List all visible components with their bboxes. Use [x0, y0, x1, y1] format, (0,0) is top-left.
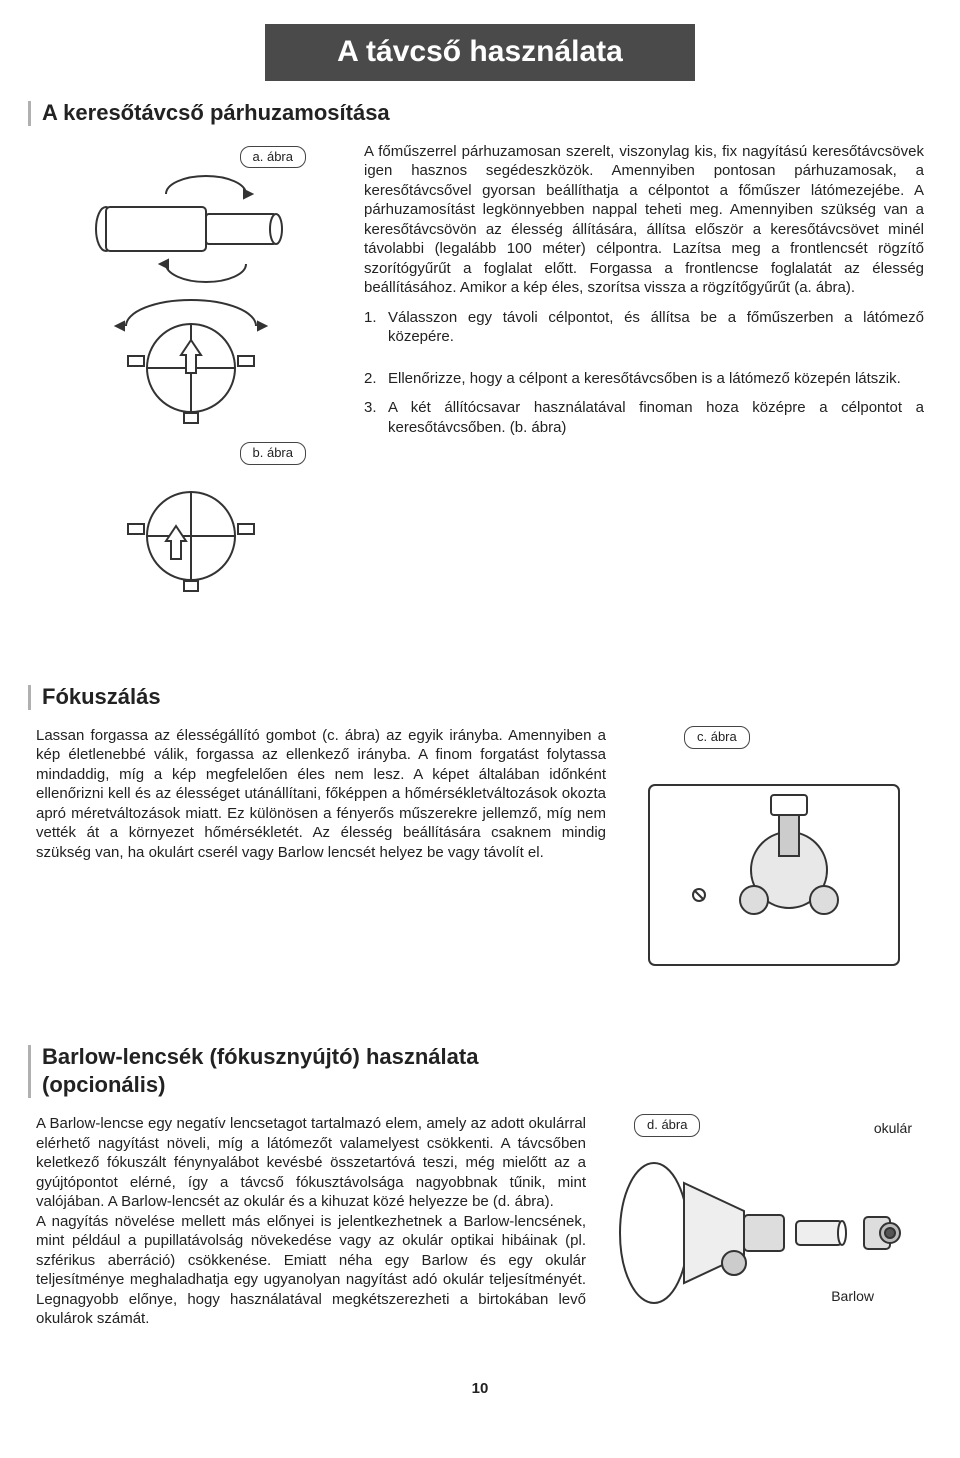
section1-item1: 1. Válasszon egy távoli célpontot, és ál…: [364, 308, 924, 347]
figure-b-caption: b. ábra: [240, 442, 306, 465]
focuser-icon: [629, 755, 919, 975]
item-text: Válasszon egy távoli célpontot, és állít…: [388, 308, 924, 347]
label-barlow: Barlow: [831, 1288, 874, 1304]
section2-row: Lassan forgassa az élességállító gombot …: [36, 726, 924, 975]
item-text: Ellenőrizze, hogy a célpont a keresőtávc…: [388, 369, 924, 389]
section2-text: Lassan forgassa az élességállító gombot …: [36, 726, 606, 975]
section1-heading: A keresőtávcső párhuzamosítása: [36, 99, 924, 128]
page-title: A távcső használata: [265, 24, 695, 81]
figure-cross-top: [36, 298, 346, 428]
item-number: 1.: [364, 308, 382, 347]
item-number: 2.: [364, 369, 382, 389]
section1-figures: a. ábra: [36, 142, 346, 616]
figure-a-caption: a. ábra: [240, 146, 306, 169]
section2-figure: c. ábra: [624, 726, 924, 975]
section1-item2: 2. Ellenőrizze, hogy a célpont a keresőt…: [364, 369, 924, 389]
figure-c-caption: c. ábra: [684, 726, 750, 749]
figure-b: b. ábra: [36, 442, 346, 601]
page-number: 10: [36, 1379, 924, 1399]
section1-item3: 3. A két állítócsavar használatával fino…: [364, 398, 924, 437]
section3-figure: d. ábra okulár Barlow: [604, 1114, 924, 1339]
figure-a: a. ábra: [36, 146, 346, 285]
section1-text: A főműszerrel párhuzamosan szerelt, visz…: [364, 142, 924, 616]
telescope-tube-icon: [76, 174, 306, 284]
section1-intro: A főműszerrel párhuzamosan szerelt, visz…: [364, 142, 924, 298]
label-okular: okulár: [874, 1119, 924, 1137]
item-text: A két állítócsavar használatával finoman…: [388, 398, 924, 437]
section3-body: A Barlow-lencse egy negatív lencsetagot …: [36, 1114, 586, 1329]
section2-body: Lassan forgassa az élességállító gombot …: [36, 726, 606, 863]
section1-row: a. ábra: [36, 142, 924, 616]
section3-row: A Barlow-lencse egy negatív lencsetagot …: [36, 1114, 924, 1339]
section3-text: A Barlow-lencse egy negatív lencsetagot …: [36, 1114, 586, 1339]
crosshair-centered-icon: [106, 298, 276, 428]
crosshair-offset-icon: [106, 471, 276, 601]
item-number: 3.: [364, 398, 382, 437]
section2-heading: Fókuszálás: [36, 683, 924, 712]
figure-d-caption: d. ábra: [634, 1114, 700, 1137]
section3-heading: Barlow-lencsék (fókusznyújtó) használata…: [36, 1043, 596, 1100]
